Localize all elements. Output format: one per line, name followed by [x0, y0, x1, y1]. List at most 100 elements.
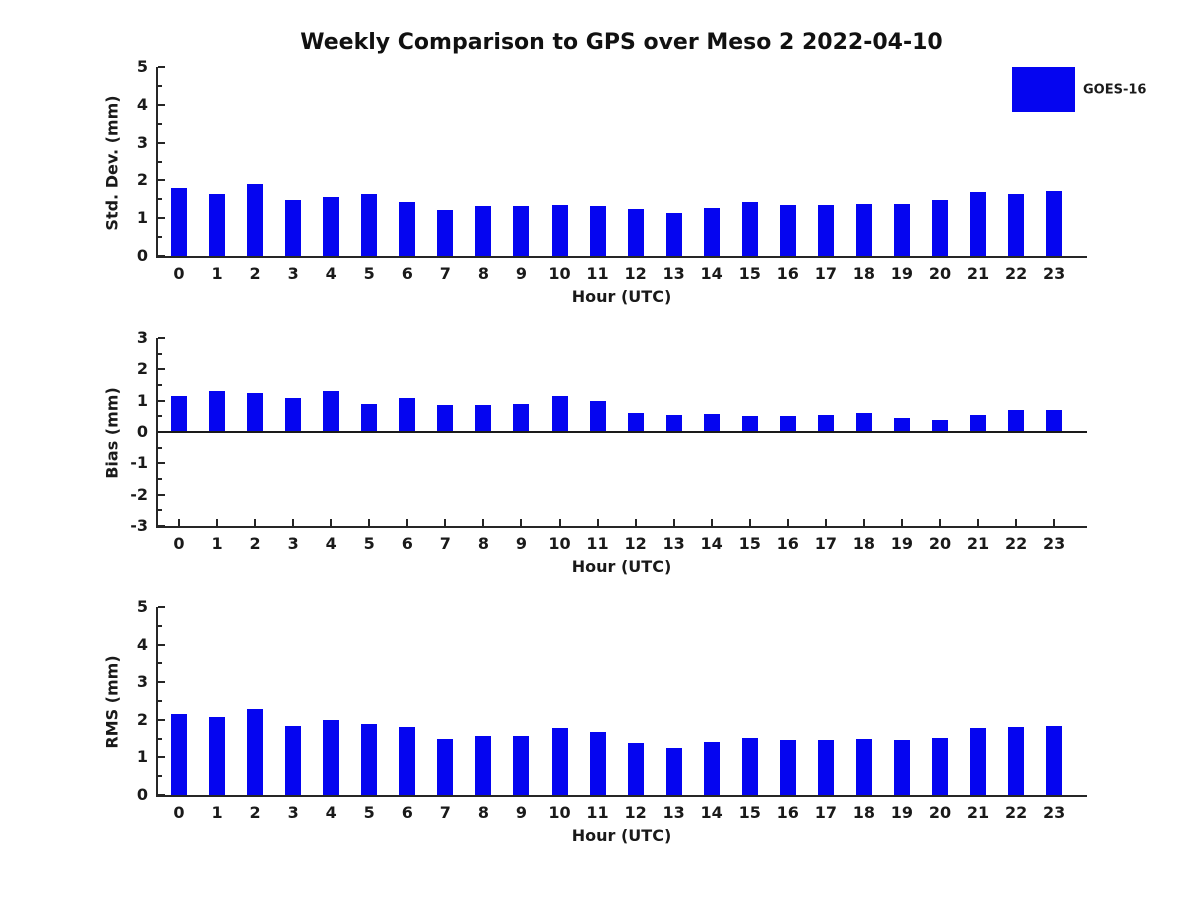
bar-hour-1 [209, 193, 226, 256]
y-major-tick [158, 103, 165, 106]
x-tick-label: 18 [852, 264, 876, 283]
x-tick [710, 519, 713, 526]
x-tick-label: 1 [211, 534, 223, 553]
y-major-tick [158, 141, 165, 144]
y-major-tick [158, 462, 165, 465]
bar-hour-16 [779, 204, 796, 256]
bar-hour-20 [932, 420, 948, 432]
y-tick-label: 4 [136, 634, 148, 654]
x-tick-label: 10 [548, 534, 571, 553]
x-tick-label: 8 [477, 264, 489, 283]
bar-hour-23 [1046, 725, 1063, 795]
y-tick-label: 3 [136, 132, 148, 152]
x-tick-label: 8 [477, 534, 489, 553]
x-tick-label: 0 [173, 803, 185, 822]
subplot-bias: Bias (mm) -3 -2 -1 0 1 2 3 0 1 2 3 4 5 6 7 8 9 10 11 12 13 14… [103, 328, 1087, 576]
bar-hour-19 [893, 204, 910, 256]
x-tick [748, 519, 751, 526]
bar-hour-20 [932, 200, 948, 256]
x-tick-label: 21 [966, 534, 990, 553]
bar-hour-10 [551, 728, 568, 795]
bar-hour-11 [589, 400, 606, 432]
bar-hour-0 [171, 395, 187, 432]
x-tick-label: 3 [287, 264, 299, 283]
y-major-tick [158, 368, 165, 371]
bar-hour-19 [893, 417, 910, 432]
x-tick-label: 0 [173, 264, 185, 283]
bar-hour-10 [551, 204, 568, 256]
y-tick-label: 2 [136, 359, 148, 379]
y-minor-tick [158, 122, 162, 125]
y-minor-tick [158, 509, 162, 512]
y-tick-label: -3 [130, 516, 148, 535]
x-tick-label: 4 [325, 803, 337, 822]
x-tick-label: 17 [814, 534, 837, 553]
y-minor-tick [158, 478, 162, 480]
y-minor-tick [158, 775, 162, 778]
y-major-tick [158, 179, 165, 182]
x-tick-label: 20 [928, 264, 952, 283]
x-tick-label: 14 [700, 803, 723, 822]
x-tick-label: 11 [586, 803, 609, 822]
bar-hour-2 [247, 392, 264, 432]
bar-hour-19 [893, 740, 910, 795]
x-tick-label: 0 [173, 534, 185, 553]
x-tick-label: 5 [363, 803, 375, 822]
bar-hour-9 [513, 735, 530, 795]
bar-hour-6 [399, 202, 416, 256]
y-tick-label: 0 [136, 246, 148, 265]
x-axis-label-rms: Hour (UTC) [571, 826, 672, 845]
bar-hour-3 [285, 397, 302, 432]
bar-hour-15 [741, 416, 758, 432]
x-tick-label: 17 [814, 803, 837, 822]
bar-hour-6 [399, 727, 416, 795]
y-tick-label: 0 [136, 422, 148, 441]
x-tick-label: 11 [586, 534, 609, 553]
x-tick-label: 19 [890, 534, 914, 553]
y-tick-label: 0 [136, 785, 148, 804]
y-tick-label: 3 [136, 672, 148, 692]
x-tick [824, 519, 827, 526]
x-tick [786, 519, 789, 526]
x-tick-label: 22 [1004, 264, 1028, 283]
x-tick-label: 23 [1043, 803, 1066, 822]
x-tick [558, 519, 561, 526]
x-tick-label: 11 [586, 264, 609, 283]
x-tick-label: 4 [325, 264, 337, 283]
bar-hour-11 [589, 732, 606, 795]
x-tick-label: 16 [776, 534, 799, 553]
x-tick-label: 15 [738, 803, 761, 822]
bar-hour-2 [247, 709, 264, 795]
bar-hour-3 [285, 200, 302, 256]
bar-hour-22 [1008, 410, 1025, 432]
chart-title: Weekly Comparison to GPS over Meso 2 202… [300, 30, 943, 55]
y-minor-tick [158, 384, 162, 386]
x-tick [330, 519, 333, 526]
bar-hour-0 [171, 187, 187, 256]
x-tick-label: 7 [439, 803, 451, 822]
x-tick [596, 519, 599, 526]
bar-hour-12 [627, 208, 644, 256]
x-tick-label: 16 [776, 803, 799, 822]
y-major-tick [158, 217, 165, 220]
y-minor-tick [158, 236, 162, 239]
bar-hour-4 [323, 719, 340, 795]
x-tick-label: 13 [662, 264, 685, 283]
x-tick [939, 519, 941, 526]
bar-hour-16 [779, 740, 796, 795]
x-tick-label: 10 [548, 803, 571, 822]
x-tick [406, 519, 409, 526]
x-tick [254, 519, 257, 526]
plot-area-bias: -3 -2 -1 0 1 2 3 0 1 2 3 4 5 6 7 8 9 10 11 12 13 14 15 16 17 18 19… [130, 328, 1087, 553]
x-tick-label: 15 [738, 264, 761, 283]
y-minor-tick [158, 662, 162, 665]
y-major-tick [158, 337, 165, 339]
bar-hour-14 [703, 207, 720, 256]
x-tick-label: 14 [700, 534, 723, 553]
bar-hour-18 [855, 738, 872, 795]
x-tick [900, 519, 903, 526]
x-tick-label: 6 [401, 534, 413, 553]
x-tick-label: 7 [439, 264, 451, 283]
x-tick-label: 12 [624, 803, 647, 822]
bar-hour-12 [627, 412, 644, 432]
